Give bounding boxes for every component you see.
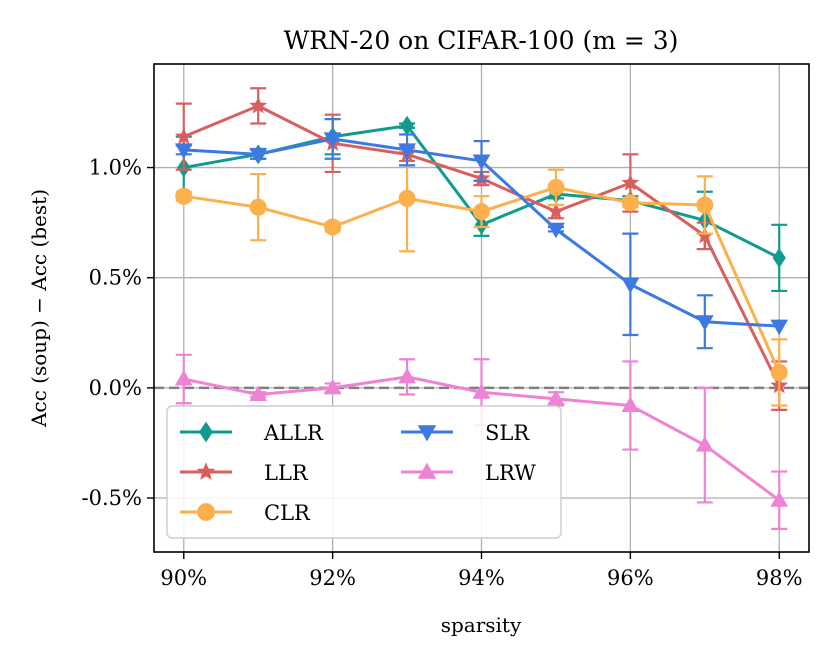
legend-label: ALLR — [263, 421, 324, 445]
x-axis-label: sparsity — [441, 613, 522, 637]
legend-item-llr: LLR — [180, 461, 309, 485]
data-point — [417, 462, 437, 479]
x-tick-label: 92% — [309, 566, 356, 590]
series-slr — [174, 117, 789, 350]
legend: ALLR LLR CLR SLR LRW — [166, 405, 562, 539]
chart-title: WRN-20 on CIFAR-100 (m = 3) — [284, 26, 679, 55]
x-tick-label: 96% — [607, 566, 654, 590]
data-point — [398, 367, 416, 384]
data-point — [621, 396, 640, 412]
series-group — [174, 87, 789, 530]
y-axis-label: Acc (soup) − Acc (best) — [27, 189, 51, 428]
data-point — [621, 277, 640, 294]
data-point — [249, 198, 267, 216]
data-point — [695, 315, 714, 331]
legend-item-lrw: LRW — [401, 461, 536, 485]
data-point — [323, 132, 342, 148]
data-point — [249, 96, 268, 114]
data-point — [174, 370, 193, 386]
data-point — [621, 173, 640, 191]
x-tick-label: 90% — [160, 566, 207, 590]
series-clr — [175, 144, 788, 407]
data-point — [199, 421, 213, 443]
legend-item-slr: SLR — [401, 421, 530, 445]
data-point — [547, 222, 565, 239]
data-point — [174, 143, 193, 159]
data-point — [621, 194, 639, 212]
data-point — [770, 319, 789, 336]
legend-label: CLR — [264, 501, 311, 525]
legend-item-clr: CLR — [180, 501, 311, 525]
data-point — [547, 202, 565, 220]
y-tick-label: 0.5% — [89, 266, 142, 290]
data-point — [472, 383, 491, 399]
legend-label: LLR — [264, 461, 309, 485]
data-point — [695, 436, 714, 452]
data-point — [398, 189, 416, 207]
data-point — [196, 462, 216, 480]
y-tick-label: 1.0% — [89, 156, 142, 180]
x-tick-label: 94% — [458, 566, 505, 590]
data-point — [696, 196, 714, 214]
y-tick-label: -0.5% — [82, 486, 142, 510]
data-point — [175, 187, 193, 205]
legend-label: SLR — [485, 421, 530, 445]
legend-item-allr: ALLR — [180, 421, 324, 445]
legend-label: LRW — [485, 461, 536, 485]
data-point — [772, 247, 786, 268]
data-point — [398, 143, 416, 159]
series-lrw — [174, 353, 789, 530]
data-point — [324, 218, 342, 236]
data-point — [547, 389, 565, 406]
data-point — [174, 127, 193, 145]
legend-box — [166, 405, 562, 539]
x-tick-label: 98% — [756, 566, 803, 590]
data-point — [547, 178, 565, 196]
data-point — [249, 147, 268, 164]
data-point — [197, 503, 215, 521]
data-point — [323, 378, 342, 395]
data-point — [473, 203, 490, 221]
data-point — [770, 491, 789, 507]
data-point — [770, 363, 788, 381]
data-point — [249, 385, 268, 401]
axis-ticks: 90% 92% 94% 96% 98% -0.5% 0.0% 0.5% 1.0% — [82, 156, 803, 590]
data-point — [472, 154, 491, 170]
y-tick-label: 0.0% — [89, 376, 142, 400]
data-point — [417, 425, 437, 442]
